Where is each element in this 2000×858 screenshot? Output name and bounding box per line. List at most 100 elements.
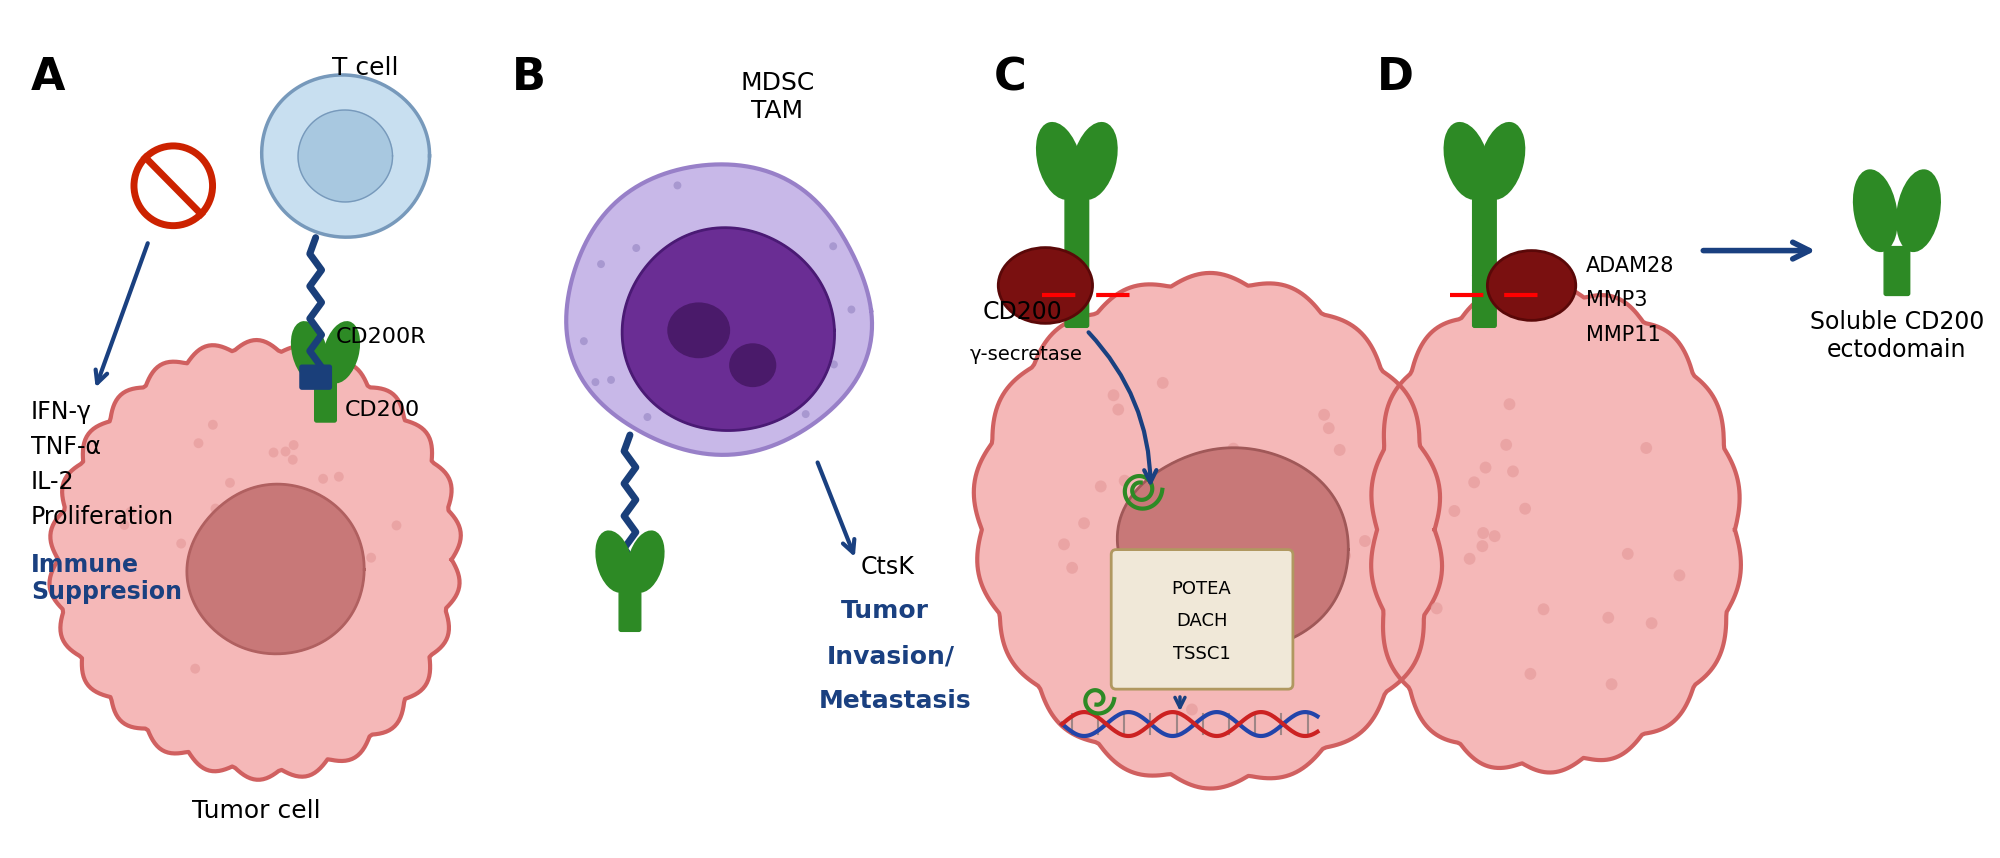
FancyBboxPatch shape	[1066, 184, 1088, 277]
Circle shape	[1480, 462, 1492, 474]
Polygon shape	[262, 75, 430, 237]
Ellipse shape	[1444, 122, 1490, 200]
Text: Invasion/: Invasion/	[826, 644, 954, 668]
Circle shape	[1448, 505, 1460, 517]
Text: DACH: DACH	[1176, 613, 1228, 631]
Circle shape	[1468, 476, 1480, 488]
FancyBboxPatch shape	[1884, 246, 1910, 295]
Circle shape	[306, 550, 316, 560]
Circle shape	[1122, 567, 1134, 579]
Text: Immune
Suppresion: Immune Suppresion	[30, 553, 182, 604]
Text: Proliferation: Proliferation	[30, 505, 174, 529]
Circle shape	[674, 181, 682, 190]
Circle shape	[1334, 444, 1346, 456]
Circle shape	[1340, 550, 1350, 562]
Ellipse shape	[1036, 122, 1082, 200]
Circle shape	[208, 420, 218, 430]
Circle shape	[1112, 403, 1124, 415]
Circle shape	[1138, 598, 1150, 610]
FancyBboxPatch shape	[620, 577, 640, 631]
Circle shape	[644, 413, 652, 421]
Text: TNF-α: TNF-α	[30, 435, 100, 459]
Circle shape	[632, 244, 640, 252]
Circle shape	[1094, 480, 1106, 492]
FancyBboxPatch shape	[1066, 274, 1088, 328]
Text: C: C	[994, 57, 1026, 100]
Text: B: B	[512, 57, 546, 100]
Circle shape	[334, 472, 344, 481]
Circle shape	[1500, 438, 1512, 450]
FancyBboxPatch shape	[300, 366, 332, 390]
Circle shape	[1646, 617, 1658, 629]
Ellipse shape	[998, 248, 1092, 323]
Text: MDSC
TAM: MDSC TAM	[740, 71, 814, 123]
Circle shape	[580, 337, 588, 345]
Circle shape	[830, 360, 838, 368]
Text: IL-2: IL-2	[30, 470, 74, 494]
Circle shape	[1476, 541, 1488, 553]
Circle shape	[226, 478, 234, 488]
Polygon shape	[1372, 285, 1740, 772]
Circle shape	[1538, 603, 1550, 615]
Circle shape	[288, 440, 298, 450]
Circle shape	[190, 664, 200, 674]
Text: CtsK: CtsK	[860, 554, 914, 578]
Text: TSSC1: TSSC1	[1172, 645, 1230, 663]
Polygon shape	[50, 340, 460, 780]
Circle shape	[1464, 553, 1476, 565]
Text: D: D	[1376, 57, 1414, 100]
Polygon shape	[974, 273, 1442, 789]
Circle shape	[1156, 377, 1168, 389]
Polygon shape	[566, 165, 872, 455]
Circle shape	[1186, 704, 1198, 716]
Text: Soluble CD200
ectodomain: Soluble CD200 ectodomain	[1810, 311, 1984, 362]
Ellipse shape	[322, 321, 360, 384]
Circle shape	[1284, 626, 1296, 638]
Text: CD200: CD200	[982, 300, 1062, 324]
Ellipse shape	[626, 530, 664, 593]
FancyBboxPatch shape	[614, 563, 646, 587]
Circle shape	[1430, 602, 1442, 614]
Circle shape	[1640, 442, 1652, 454]
Text: CD200R: CD200R	[336, 327, 426, 347]
Ellipse shape	[1896, 169, 1940, 252]
Circle shape	[1176, 548, 1188, 560]
Circle shape	[282, 626, 292, 636]
Circle shape	[1488, 530, 1500, 542]
Circle shape	[268, 448, 278, 457]
Circle shape	[392, 521, 402, 530]
Text: T cell: T cell	[332, 57, 398, 80]
Polygon shape	[1118, 448, 1348, 654]
Circle shape	[126, 507, 136, 517]
Circle shape	[1524, 668, 1536, 680]
Ellipse shape	[1072, 122, 1118, 200]
Ellipse shape	[730, 343, 776, 387]
Polygon shape	[186, 484, 364, 654]
Circle shape	[280, 446, 290, 456]
Text: ADAM28: ADAM28	[1586, 256, 1674, 275]
Ellipse shape	[1852, 169, 1898, 252]
Circle shape	[826, 346, 834, 353]
Circle shape	[608, 376, 614, 384]
Circle shape	[222, 539, 232, 549]
Circle shape	[1058, 538, 1070, 550]
Circle shape	[1520, 503, 1532, 515]
Circle shape	[1360, 535, 1370, 547]
Circle shape	[176, 539, 186, 548]
Circle shape	[1322, 422, 1334, 434]
Circle shape	[1142, 607, 1154, 619]
FancyBboxPatch shape	[1112, 550, 1292, 689]
Circle shape	[1606, 678, 1618, 690]
Text: Tumor cell: Tumor cell	[192, 799, 322, 823]
Circle shape	[1228, 443, 1240, 455]
Circle shape	[1118, 474, 1130, 486]
Text: Metastasis: Metastasis	[818, 689, 972, 713]
Ellipse shape	[290, 321, 328, 384]
Circle shape	[848, 305, 856, 313]
Circle shape	[802, 410, 810, 418]
Circle shape	[194, 438, 204, 448]
Circle shape	[1318, 408, 1330, 420]
Circle shape	[1504, 398, 1516, 410]
Circle shape	[366, 553, 376, 563]
Ellipse shape	[596, 530, 634, 593]
